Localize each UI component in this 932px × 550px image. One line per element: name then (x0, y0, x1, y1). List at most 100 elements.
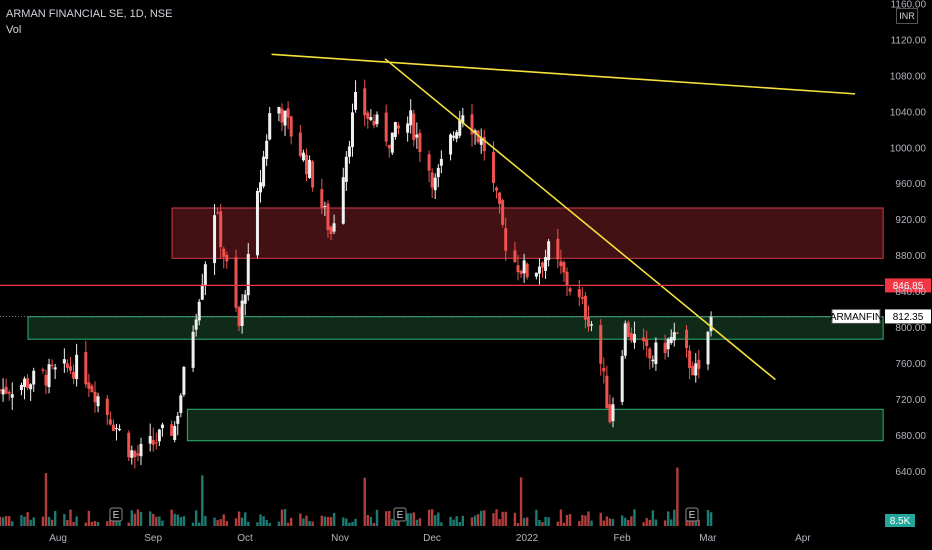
candles-layer (0, 79, 713, 469)
candle-body (225, 254, 229, 262)
candle-body (41, 369, 45, 371)
volume-bar (654, 519, 658, 526)
candle-body (516, 265, 520, 273)
level-price-label: 846.85 (893, 281, 924, 292)
candle-body (430, 172, 434, 188)
candle-body (191, 331, 195, 368)
candle-body (179, 395, 183, 413)
candle-body (105, 398, 109, 415)
last-price-label: 812.35 (893, 312, 924, 323)
candle-body (350, 112, 354, 148)
candle-body (320, 189, 324, 209)
volume-bar (584, 515, 587, 526)
candle-body (559, 261, 563, 267)
volume-bar (93, 520, 97, 526)
volume-bar (363, 477, 366, 526)
candle-body (583, 295, 587, 320)
volume-bar (525, 517, 529, 526)
x-tick-label: Mar (699, 533, 717, 544)
x-tick-label: Dec (423, 533, 441, 544)
volume-bar (470, 517, 474, 526)
candle-body (565, 271, 569, 286)
volume-bar (106, 521, 109, 526)
y-tick-label: 800.00 (895, 323, 926, 334)
volume-bar (133, 513, 137, 526)
volume-bar (96, 522, 100, 526)
volume-bar (670, 519, 673, 526)
volume-bar (568, 514, 572, 526)
y-tick-label: 920.00 (895, 215, 926, 226)
candle-body (642, 337, 646, 342)
volume-bar (47, 516, 51, 526)
volume-bar (286, 522, 290, 526)
candle-body (1, 389, 5, 395)
candle-body (654, 342, 658, 365)
candle-body (68, 366, 72, 371)
candle-body (491, 152, 495, 184)
volume-bar (342, 517, 345, 526)
candle-body (648, 348, 652, 359)
volume-bar (663, 520, 667, 526)
volume-bar (366, 514, 369, 526)
candle-body (246, 253, 250, 296)
candle-body (629, 332, 633, 341)
candle-body (72, 371, 76, 379)
y-tick-label: 1080.00 (890, 71, 927, 82)
zone-resistance (171, 207, 884, 259)
volume-bar (247, 521, 250, 526)
candle-body (415, 134, 419, 138)
volume-bar (522, 518, 526, 526)
currency-badge[interactable]: INR (896, 8, 918, 24)
volume-bar (109, 517, 112, 526)
volume-bar (559, 509, 563, 526)
candle-body (406, 123, 410, 133)
time-axis[interactable]: Aug Sep Oct Nov Dec 2022 Feb Mar Apr (49, 533, 811, 544)
candle-body (111, 424, 115, 431)
volume-bar (627, 520, 630, 526)
candle-body (393, 122, 397, 137)
candle-body (666, 338, 670, 350)
volume-bar (345, 518, 348, 526)
candle-body (301, 152, 305, 161)
volume-bar (84, 522, 88, 526)
volume-bar (556, 521, 560, 526)
volume-bar (173, 513, 176, 526)
volume-bar (69, 509, 72, 526)
volume-bar (418, 518, 422, 526)
volume-bar (268, 522, 271, 526)
y-tick-label: 960.00 (895, 179, 926, 190)
candle-body (203, 264, 207, 286)
candle-body (556, 238, 560, 260)
candle-body (262, 156, 266, 187)
candle-body (197, 301, 201, 321)
earnings-marker (393, 507, 407, 522)
volume-bar (152, 513, 155, 526)
last-price-tag (885, 309, 931, 324)
price-levels: 846.85 ARMANFIN 812.35 (0, 278, 931, 324)
volume-bar (611, 519, 615, 526)
volume-bar (161, 520, 164, 526)
candle-body (706, 331, 710, 365)
volume-bar (127, 522, 130, 526)
volume-bar (452, 519, 455, 526)
volume-bar (158, 516, 161, 526)
candle-body (672, 332, 676, 341)
candle-body (298, 132, 302, 156)
candle-body (534, 272, 538, 277)
volume-bar (191, 522, 195, 526)
candle-body (65, 363, 69, 368)
candle-body (87, 382, 91, 389)
volume-bar (66, 519, 69, 526)
candle-body (332, 223, 336, 232)
volume-bar (645, 518, 648, 526)
volume-bar (605, 516, 609, 526)
volume-bar (498, 519, 501, 526)
earnings-marker-label: E (113, 510, 120, 521)
volume-bar (262, 516, 265, 526)
price-axis[interactable]: 1160.00 1120.00 1080.00 1040.00 1000.00 960.0… (885, 0, 926, 527)
candle-body (498, 192, 502, 204)
candle-body (216, 212, 220, 214)
candle-body (623, 323, 627, 356)
volume-bar (7, 516, 11, 526)
